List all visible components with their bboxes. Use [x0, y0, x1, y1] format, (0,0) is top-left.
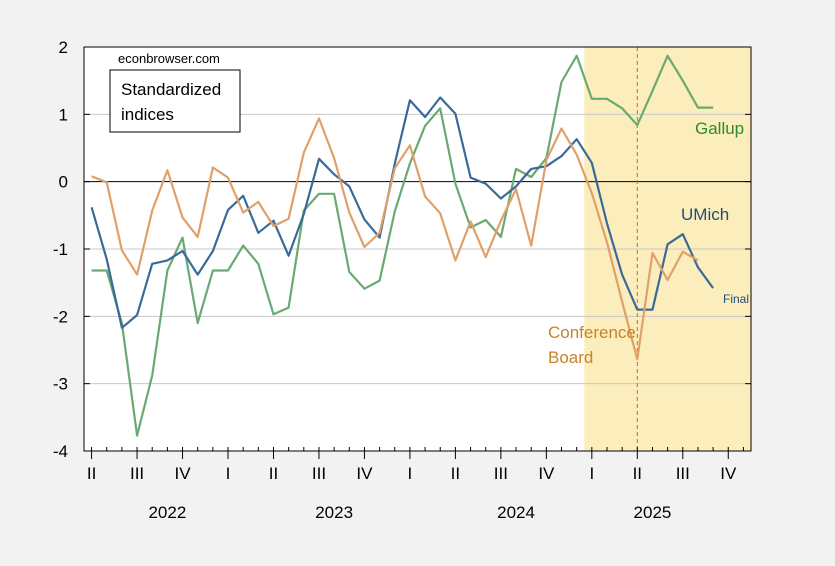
- x-tick-label: II: [451, 464, 460, 483]
- x-tick-label: I: [589, 464, 594, 483]
- conference-label-line1: Conference: [548, 323, 636, 342]
- x-tick-label: I: [408, 464, 413, 483]
- x-tick-label: III: [676, 464, 690, 483]
- umich-label: UMich: [681, 205, 729, 224]
- series-layer: [90, 54, 714, 437]
- x-tick-label: III: [312, 464, 326, 483]
- x-tick-label: IV: [356, 464, 373, 483]
- x-tick-label: III: [130, 464, 144, 483]
- x-tick-label: II: [87, 464, 96, 483]
- x-tick-label: II: [269, 464, 278, 483]
- y-tick-label: 2: [59, 38, 68, 57]
- series-line-umich: [90, 96, 714, 329]
- legend-box: [109, 69, 241, 133]
- y-tick-label: -4: [53, 442, 68, 461]
- x-tick-label: IV: [538, 464, 555, 483]
- x-tick-label: I: [226, 464, 231, 483]
- x-year-label: 2025: [634, 503, 672, 522]
- source-label: econbrowser.com: [118, 51, 220, 66]
- series-line-conference-board: [91, 117, 699, 361]
- legend-box-line1: Standardized: [121, 80, 221, 99]
- y-tick-label: 1: [59, 105, 68, 124]
- x-year-label: 2022: [148, 503, 186, 522]
- y-tick-label: -2: [53, 307, 68, 326]
- gallup-label: Gallup: [695, 119, 744, 138]
- conference-label-line2: Board: [548, 348, 593, 367]
- series-line-gallup: [91, 54, 714, 437]
- x-year-label: 2024: [497, 503, 535, 522]
- axis-layer: 210-1-2-3-4II III IV I II III IV I II III IV I II III…: [53, 38, 751, 522]
- x-tick-label: IV: [720, 464, 737, 483]
- final-label: Final: [723, 292, 749, 306]
- y-tick-label: -3: [53, 375, 68, 394]
- x-tick-label: II: [633, 464, 642, 483]
- x-year-label: 2023: [315, 503, 353, 522]
- legend-box-line2: indices: [121, 105, 174, 124]
- x-tick-label: III: [494, 464, 508, 483]
- y-tick-label: -1: [53, 240, 68, 259]
- x-tick-label: IV: [175, 464, 192, 483]
- y-tick-label: 0: [59, 173, 68, 192]
